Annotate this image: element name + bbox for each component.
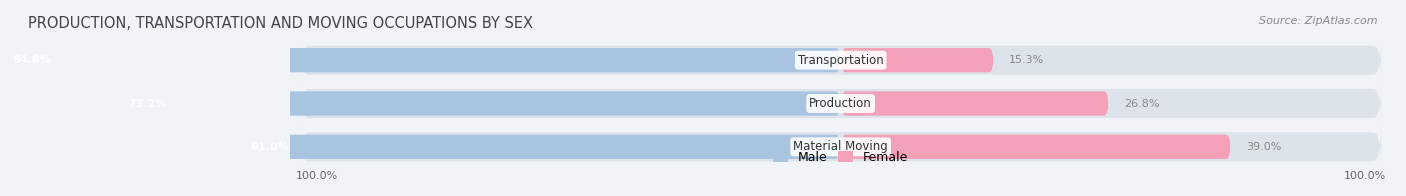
FancyBboxPatch shape xyxy=(301,127,1381,167)
Legend: Male, Female: Male, Female xyxy=(768,146,914,169)
Text: 26.8%: 26.8% xyxy=(1123,99,1160,109)
Text: 15.3%: 15.3% xyxy=(1008,55,1045,65)
Text: 84.8%: 84.8% xyxy=(13,55,51,65)
Text: Material Moving: Material Moving xyxy=(793,140,889,153)
Text: Production: Production xyxy=(810,97,872,110)
FancyBboxPatch shape xyxy=(231,135,841,159)
FancyBboxPatch shape xyxy=(0,48,841,72)
Text: 73.2%: 73.2% xyxy=(128,99,167,109)
FancyBboxPatch shape xyxy=(841,91,1109,116)
Text: 100.0%: 100.0% xyxy=(1344,171,1386,181)
Text: 100.0%: 100.0% xyxy=(295,171,337,181)
Text: Transportation: Transportation xyxy=(797,54,883,67)
FancyBboxPatch shape xyxy=(841,135,1232,159)
Text: PRODUCTION, TRANSPORTATION AND MOVING OCCUPATIONS BY SEX: PRODUCTION, TRANSPORTATION AND MOVING OC… xyxy=(28,16,533,31)
FancyBboxPatch shape xyxy=(301,83,1381,124)
Text: Source: ZipAtlas.com: Source: ZipAtlas.com xyxy=(1260,16,1378,26)
FancyBboxPatch shape xyxy=(301,40,1381,80)
FancyBboxPatch shape xyxy=(108,91,841,116)
Text: 61.0%: 61.0% xyxy=(250,142,290,152)
FancyBboxPatch shape xyxy=(841,48,994,72)
Text: 39.0%: 39.0% xyxy=(1246,142,1281,152)
